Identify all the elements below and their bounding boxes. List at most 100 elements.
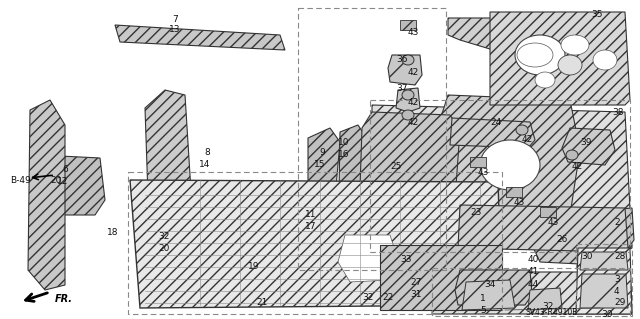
Text: 40: 40 xyxy=(528,255,540,264)
Polygon shape xyxy=(28,100,65,290)
Text: 27: 27 xyxy=(410,278,421,287)
Polygon shape xyxy=(470,157,486,167)
Text: 33: 33 xyxy=(400,255,412,264)
Text: 13: 13 xyxy=(169,25,180,34)
Text: 20: 20 xyxy=(50,176,61,185)
Text: 10: 10 xyxy=(338,138,349,147)
Polygon shape xyxy=(532,222,608,265)
Polygon shape xyxy=(115,25,285,50)
Ellipse shape xyxy=(566,150,578,160)
Text: 5: 5 xyxy=(480,306,486,315)
Text: 28: 28 xyxy=(614,252,625,261)
Text: 12: 12 xyxy=(56,177,68,186)
Polygon shape xyxy=(432,272,632,314)
Text: 29: 29 xyxy=(614,298,625,307)
Polygon shape xyxy=(448,18,610,100)
Text: 43: 43 xyxy=(478,168,490,177)
Text: 30: 30 xyxy=(581,252,593,261)
Text: 34: 34 xyxy=(484,280,495,289)
Text: 42: 42 xyxy=(522,135,533,144)
Text: 14: 14 xyxy=(198,160,210,169)
Text: 31: 31 xyxy=(410,290,422,299)
Text: 39: 39 xyxy=(580,138,591,147)
Polygon shape xyxy=(440,95,580,235)
Text: 23: 23 xyxy=(470,208,481,217)
Text: 22: 22 xyxy=(382,293,393,302)
Text: 43: 43 xyxy=(548,218,559,227)
Ellipse shape xyxy=(480,140,540,190)
Polygon shape xyxy=(308,128,340,258)
Text: 17: 17 xyxy=(305,222,316,231)
Text: 41: 41 xyxy=(528,267,540,276)
Text: 6: 6 xyxy=(62,165,68,174)
Text: 42: 42 xyxy=(408,68,419,77)
Text: FR.: FR. xyxy=(55,294,73,304)
Text: 37: 37 xyxy=(396,84,408,93)
Polygon shape xyxy=(396,88,420,112)
Polygon shape xyxy=(450,118,535,148)
Polygon shape xyxy=(130,180,502,308)
Polygon shape xyxy=(506,187,522,197)
Polygon shape xyxy=(580,274,628,308)
Text: 32: 32 xyxy=(542,302,554,311)
Polygon shape xyxy=(462,280,515,310)
Text: 2: 2 xyxy=(614,218,620,227)
Text: 9: 9 xyxy=(319,148,325,157)
Polygon shape xyxy=(320,218,415,298)
Polygon shape xyxy=(455,270,532,305)
Polygon shape xyxy=(145,90,195,260)
Text: 11: 11 xyxy=(305,210,316,219)
Polygon shape xyxy=(490,12,630,105)
Polygon shape xyxy=(388,55,422,85)
Text: 21: 21 xyxy=(256,298,268,307)
Text: 42: 42 xyxy=(408,98,419,107)
Text: 36: 36 xyxy=(396,55,408,64)
Text: 38: 38 xyxy=(612,108,623,117)
Text: 42: 42 xyxy=(572,162,583,171)
Text: 43: 43 xyxy=(514,198,525,207)
Polygon shape xyxy=(338,125,368,258)
Text: 26: 26 xyxy=(556,235,568,244)
Polygon shape xyxy=(360,112,460,210)
Text: 24: 24 xyxy=(490,118,501,127)
Polygon shape xyxy=(576,248,632,314)
Ellipse shape xyxy=(515,35,565,75)
Ellipse shape xyxy=(561,35,589,55)
Polygon shape xyxy=(372,105,632,252)
Ellipse shape xyxy=(402,90,414,100)
Ellipse shape xyxy=(402,55,414,65)
Text: 20: 20 xyxy=(158,244,170,253)
Polygon shape xyxy=(35,155,105,215)
Polygon shape xyxy=(400,20,416,30)
Text: 30: 30 xyxy=(601,310,612,319)
Polygon shape xyxy=(608,208,634,248)
Polygon shape xyxy=(458,205,628,252)
Text: B-49: B-49 xyxy=(10,176,31,185)
Text: 19: 19 xyxy=(248,262,259,271)
Polygon shape xyxy=(380,245,502,310)
Polygon shape xyxy=(562,128,615,165)
Text: 18: 18 xyxy=(106,228,118,237)
Text: 43: 43 xyxy=(408,28,419,37)
Ellipse shape xyxy=(593,50,617,70)
Ellipse shape xyxy=(517,43,553,67)
Polygon shape xyxy=(580,252,628,270)
Text: 1: 1 xyxy=(480,294,486,303)
Polygon shape xyxy=(338,235,398,282)
Text: 35: 35 xyxy=(591,10,603,19)
Ellipse shape xyxy=(558,55,582,75)
Polygon shape xyxy=(540,207,556,217)
Text: 15: 15 xyxy=(314,160,325,169)
Text: 32: 32 xyxy=(362,293,373,302)
Polygon shape xyxy=(528,288,562,310)
Text: 3: 3 xyxy=(614,275,620,284)
Ellipse shape xyxy=(535,72,555,88)
Text: 25: 25 xyxy=(390,162,401,171)
Ellipse shape xyxy=(402,110,414,120)
Text: 7: 7 xyxy=(172,15,178,24)
Text: 16: 16 xyxy=(338,150,349,159)
Text: 32: 32 xyxy=(158,232,170,241)
Text: 4: 4 xyxy=(614,287,620,296)
Ellipse shape xyxy=(516,125,528,135)
Text: 8: 8 xyxy=(204,148,210,157)
